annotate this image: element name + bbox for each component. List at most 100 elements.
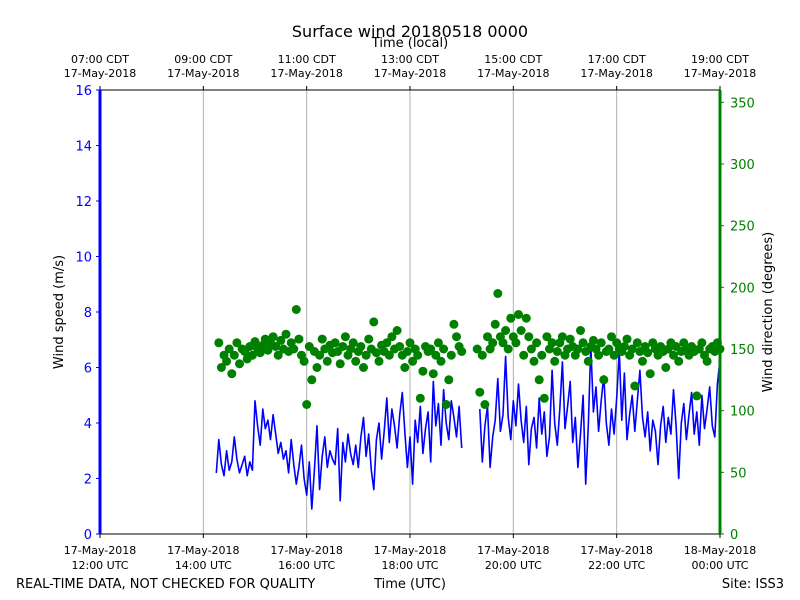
- bottom-tick-time-2: 16:00 UTC: [278, 559, 335, 572]
- wind-direction-point-14: [250, 337, 260, 347]
- wind-direction-point-89: [444, 375, 454, 385]
- wind-direction-point-157: [632, 338, 642, 348]
- wind-direction-point-4: [224, 344, 234, 354]
- wind-direction-point-74: [405, 338, 415, 348]
- top-tick-time-2: 11:00 CDT: [278, 53, 336, 66]
- wind-direction-point-61: [371, 348, 381, 358]
- left-tick-label-0: 0: [84, 528, 92, 543]
- wind-direction-point-5: [227, 369, 237, 379]
- wind-direction-point-110: [511, 338, 521, 348]
- wind-direction-point-58: [364, 334, 374, 344]
- wind-direction-point-147: [607, 332, 616, 342]
- right-tick-label-5: 250: [730, 220, 755, 235]
- footer-disclaimer: REAL-TIME DATA, NOT CHECKED FOR QUALITY: [16, 577, 315, 592]
- wind-direction-point-84: [431, 350, 441, 360]
- wind-direction-point-102: [490, 319, 500, 329]
- wind-direction-point-95: [472, 344, 482, 354]
- wind-direction-point-111: [514, 310, 523, 319]
- wind-direction-point-118: [532, 338, 542, 348]
- wind-direction-point-67: [387, 332, 397, 342]
- wind-direction-point-153: [622, 334, 632, 344]
- wind-direction-point-1: [216, 363, 226, 372]
- wind-direction-point-144: [599, 375, 609, 385]
- bottom-tick-date-0: 17-May-2018: [64, 544, 136, 557]
- wind-direction-series: [214, 289, 725, 409]
- wind-direction-point-85: [433, 338, 443, 348]
- wind-direction-point-126: [552, 347, 562, 356]
- wind-direction-point-78: [415, 393, 425, 403]
- top-tick-time-3: 13:00 CDT: [381, 53, 439, 66]
- top-tick-time-5: 17:00 CDT: [588, 53, 646, 66]
- wind-direction-point-182: [697, 338, 707, 348]
- wind-direction-point-113: [519, 350, 529, 360]
- top-tick-date-6: 17-May-2018: [684, 67, 756, 80]
- bottom-x-ticks: 17-May-2018 12:00 UTC 17-May-2018 14:00 UTC…: [64, 534, 756, 572]
- left-tick-label-6: 12: [75, 195, 92, 210]
- top-tick-date-2: 17-May-2018: [270, 67, 342, 80]
- wind-direction-point-87: [439, 344, 449, 354]
- wind-direction-point-112: [516, 326, 526, 335]
- wind-direction-point-114: [521, 313, 531, 323]
- wind-direction-point-134: [573, 344, 583, 354]
- wind-direction-point-38: [312, 363, 322, 372]
- wind-direction-point-34: [302, 400, 312, 409]
- wind-direction-point-47: [335, 359, 345, 369]
- bottom-tick-time-1: 14:00 UTC: [175, 559, 232, 572]
- wind-direction-point-98: [480, 400, 490, 409]
- bottom-tick-date-5: 17-May-2018: [580, 544, 652, 557]
- wind-direction-point-117: [529, 356, 539, 366]
- wind-direction-point-8: [235, 359, 244, 369]
- right-tick-label-6: 300: [730, 158, 755, 173]
- wind-direction-point-92: [452, 332, 461, 342]
- left-tick-label-8: 16: [75, 84, 92, 99]
- wind-direction-point-52: [348, 338, 358, 348]
- wind-direction-point-31: [294, 334, 304, 344]
- wind-direction-point-88: [441, 400, 451, 409]
- top-axis-label: Time (local): [371, 36, 448, 51]
- right-tick-label-2: 100: [730, 405, 755, 420]
- right-y-ticks: 0 50 100 150 200 250 300 350: [720, 96, 755, 543]
- wind-direction-point-138: [583, 356, 593, 366]
- bottom-tick-date-3: 17-May-2018: [374, 544, 446, 557]
- wind-direction-point-171: [669, 350, 678, 360]
- wind-direction-point-103: [493, 289, 503, 298]
- chart-title: Surface wind 20180518 0000: [292, 22, 528, 41]
- wind-direction-point-105: [498, 338, 508, 348]
- left-tick-label-1: 2: [84, 473, 92, 488]
- wind-direction-point-122: [542, 332, 552, 342]
- wind-direction-point-108: [506, 313, 516, 323]
- left-y-ticks: 0 2 4 6 8 10 12 14 16: [75, 84, 100, 543]
- wind-direction-point-121: [539, 393, 549, 403]
- wind-direction-point-0: [214, 338, 224, 348]
- wind-direction-point-116: [526, 344, 536, 354]
- wind-direction-point-16: [255, 348, 265, 358]
- wind-direction-point-106: [501, 326, 511, 335]
- wind-direction-point-49: [340, 332, 350, 342]
- wind-direction-point-155: [627, 344, 637, 354]
- wind-direction-point-55: [356, 342, 366, 351]
- bottom-tick-time-6: 00:00 UTC: [691, 559, 748, 572]
- wind-direction-point-39: [315, 350, 325, 360]
- top-tick-date-5: 17-May-2018: [580, 67, 652, 80]
- wind-direction-point-73: [402, 347, 412, 356]
- wind-direction-point-90: [446, 350, 456, 360]
- wind-direction-point-94: [457, 347, 467, 356]
- wind-direction-point-3: [222, 356, 232, 366]
- wind-direction-point-146: [604, 344, 614, 354]
- wind-direction-point-57: [361, 350, 371, 360]
- top-tick-date-4: 17-May-2018: [477, 67, 549, 80]
- site-label: Site: ISS3: [722, 577, 784, 592]
- bottom-tick-time-5: 22:00 UTC: [588, 559, 645, 572]
- wind-direction-point-7: [232, 338, 242, 348]
- wind-direction-point-69: [392, 326, 402, 335]
- wind-direction-point-77: [413, 350, 423, 360]
- wind-direction-point-140: [588, 335, 598, 345]
- top-tick-date-3: 17-May-2018: [374, 67, 446, 80]
- bottom-tick-date-6: 18-May-2018: [684, 544, 756, 557]
- bottom-tick-date-1: 17-May-2018: [167, 544, 239, 557]
- bottom-tick-time-0: 12:00 UTC: [71, 559, 128, 572]
- left-tick-label-3: 6: [84, 362, 92, 377]
- wind-speed-series: [215, 344, 721, 510]
- wind-direction-point-82: [426, 344, 436, 354]
- wind-direction-point-161: [643, 348, 653, 358]
